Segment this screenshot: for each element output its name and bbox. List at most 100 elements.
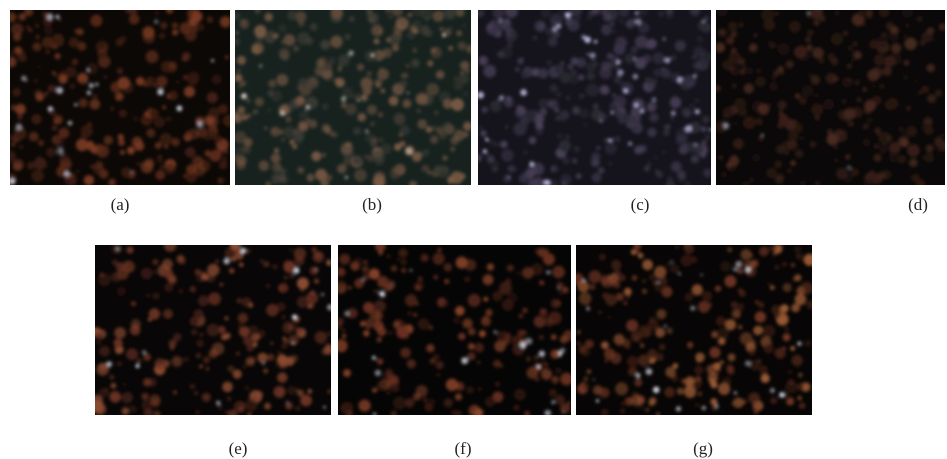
speckle — [637, 252, 644, 259]
speckle — [570, 10, 582, 16]
speckle — [801, 85, 814, 97]
speckle — [756, 358, 762, 364]
speckle — [238, 406, 244, 412]
speckle — [662, 37, 666, 41]
speckle — [55, 14, 60, 19]
micrograph — [338, 245, 571, 415]
speckle — [769, 45, 774, 49]
speckle — [575, 173, 582, 179]
speckle — [258, 160, 270, 171]
speckle — [890, 26, 899, 35]
speckle — [354, 93, 362, 101]
speckle — [674, 245, 680, 250]
speckle — [227, 397, 231, 401]
speckle — [728, 155, 740, 167]
speckle — [430, 135, 439, 144]
speckle — [372, 175, 386, 185]
speckle — [631, 275, 638, 281]
speckle — [375, 82, 382, 88]
speckle — [396, 257, 401, 262]
speckle — [654, 59, 658, 63]
speckle — [222, 156, 228, 162]
speckle — [790, 160, 796, 166]
speckle — [714, 285, 722, 292]
speckle — [404, 398, 415, 408]
speckle — [224, 409, 230, 415]
speckle — [485, 308, 493, 317]
speckle — [235, 38, 241, 46]
speckle — [830, 32, 844, 46]
speckle — [163, 309, 173, 319]
speckle — [800, 136, 804, 141]
speckle — [342, 334, 347, 339]
speckle — [338, 339, 348, 353]
speckle — [223, 149, 229, 155]
speckle — [422, 29, 431, 37]
speckle — [578, 292, 592, 305]
speckle — [189, 286, 196, 293]
speckle — [77, 73, 89, 84]
speckle — [738, 325, 743, 330]
speckle — [326, 304, 331, 311]
speckle — [379, 138, 384, 142]
speckle — [389, 34, 401, 46]
speckle — [940, 133, 945, 138]
speckle — [145, 293, 151, 298]
speckle — [613, 76, 622, 84]
speckle — [252, 341, 258, 348]
speckle — [314, 331, 328, 344]
speckle — [371, 24, 384, 37]
speckle — [568, 73, 580, 85]
speckle — [532, 177, 544, 185]
speckle — [393, 320, 401, 328]
speckle — [314, 64, 326, 76]
speckle — [96, 145, 110, 158]
speckle — [573, 146, 580, 153]
speckle — [244, 385, 250, 391]
speckle — [28, 28, 33, 32]
speckle — [545, 26, 555, 36]
speckle — [401, 268, 407, 273]
speckle — [834, 10, 840, 16]
speckle — [300, 394, 312, 407]
speckle — [34, 79, 38, 83]
speckle — [897, 126, 905, 133]
speckle — [225, 55, 229, 59]
speckle — [685, 181, 691, 185]
texture — [10, 10, 230, 185]
speckle — [409, 269, 413, 272]
speckle — [235, 30, 239, 35]
speckle — [572, 106, 581, 115]
speckle — [235, 114, 243, 124]
speckle — [786, 139, 798, 151]
speckle — [353, 127, 361, 135]
speckle — [484, 396, 496, 408]
speckle — [797, 395, 802, 401]
speckle — [583, 376, 589, 382]
speckle — [426, 83, 440, 96]
speckle — [733, 397, 744, 409]
speckle — [231, 256, 237, 262]
speckle — [777, 100, 787, 110]
speckle — [539, 107, 548, 116]
texture — [576, 245, 812, 415]
speckle — [370, 121, 375, 127]
speckle — [550, 349, 560, 359]
speckle — [693, 74, 697, 78]
speckle — [366, 71, 372, 77]
speckle — [189, 316, 199, 326]
speckle — [843, 107, 856, 120]
speckle — [696, 36, 703, 43]
speckle — [282, 336, 287, 341]
speckle — [725, 36, 735, 45]
speckle — [204, 149, 211, 156]
speckle — [411, 152, 422, 162]
speckle — [502, 95, 514, 107]
speckle — [572, 158, 578, 164]
speckle — [674, 79, 678, 83]
speckle — [603, 13, 612, 22]
speckle — [280, 342, 288, 350]
speckle — [833, 145, 838, 149]
speckle — [561, 181, 567, 185]
speckle — [711, 330, 719, 339]
